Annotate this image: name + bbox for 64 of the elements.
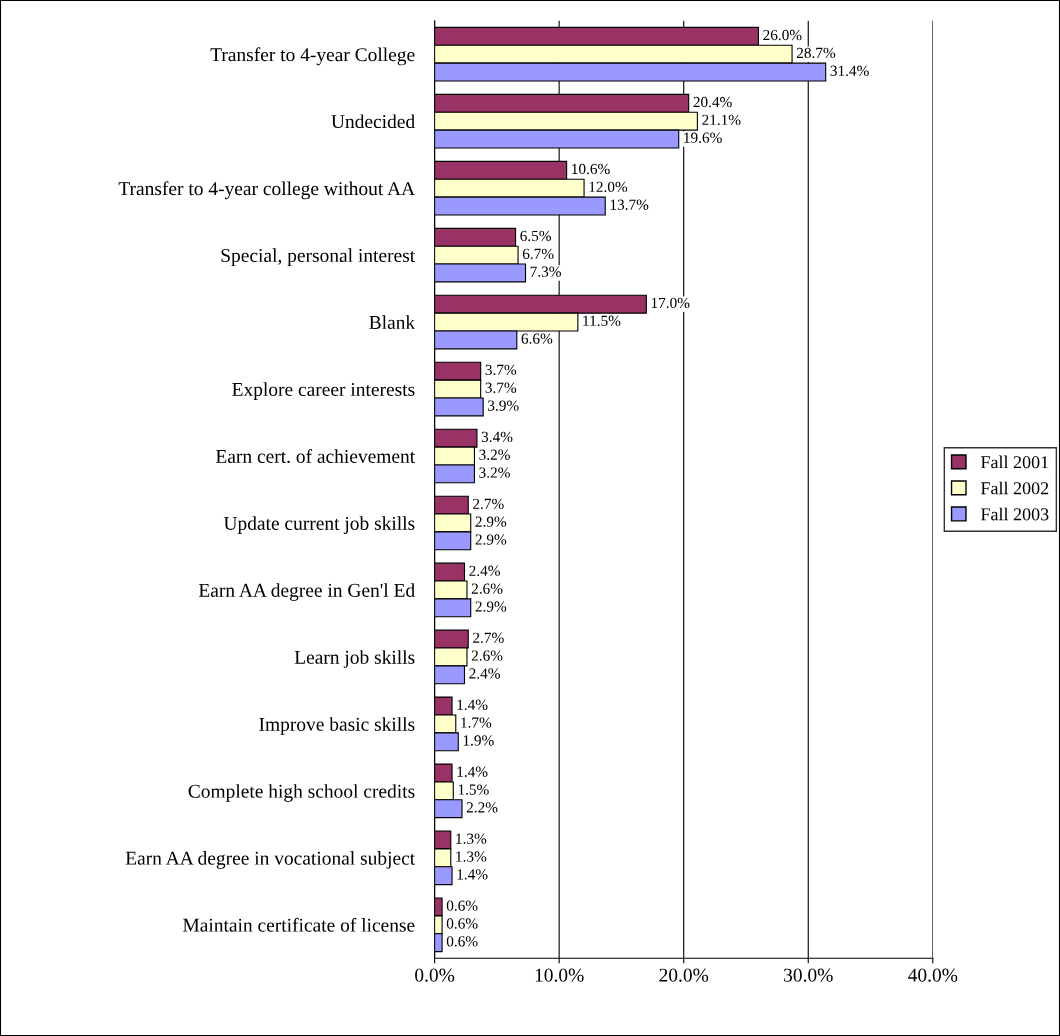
data-label: 6.5% — [520, 230, 552, 242]
data-label: 3.4% — [481, 431, 513, 443]
data-label: 6.7% — [522, 248, 554, 260]
data-label: 6.6% — [521, 333, 553, 344]
x-tick-label: 20.0% — [659, 968, 709, 982]
data-label: 21.1% — [702, 114, 741, 126]
data-label: 1.4% — [457, 699, 488, 710]
data-label: 3.9% — [488, 400, 519, 411]
data-label: 2.4% — [469, 565, 500, 576]
data-label: 0.6% — [446, 918, 478, 929]
y-tick-label: Complete high school credits — [188, 784, 415, 802]
legend-label: Fall 2002 — [980, 481, 1049, 495]
data-label: 28.7% — [796, 47, 836, 59]
x-tick-label: 0.0% — [415, 968, 455, 982]
y-tick-label: Maintain certificate of license — [183, 917, 415, 932]
data-label: 20.4% — [693, 96, 732, 108]
data-label: 1.3% — [456, 833, 487, 844]
data-label: 17.0% — [651, 297, 690, 309]
y-tick-label: Earn AA degree in Gen'l Ed — [198, 583, 415, 601]
data-label: 0.6% — [446, 936, 478, 947]
data-label: 1.9% — [463, 735, 494, 746]
data-label: 13.7% — [610, 199, 649, 210]
data-label: 0.6% — [446, 900, 478, 911]
data-label: 1.4% — [457, 869, 488, 880]
legend-label: Fall 2001 — [980, 455, 1049, 469]
data-label: 2.9% — [475, 534, 507, 545]
x-tick-label: 40.0% — [908, 968, 958, 982]
y-tick-label: Learn job skills — [294, 650, 415, 668]
data-label: 2.6% — [471, 650, 503, 661]
data-label: 19.6% — [684, 132, 722, 143]
data-label: 3.2% — [479, 449, 510, 460]
y-tick-label: Blank — [369, 315, 416, 330]
y-tick-label: Transfer to 4-year college without AA — [118, 181, 416, 200]
y-tick-label: Earn AA degree in vocational subject — [125, 851, 416, 869]
y-tick-label: Explore career interests — [232, 382, 415, 400]
x-tick-label: 30.0% — [784, 968, 833, 982]
data-label: 1.7% — [461, 717, 492, 728]
y-tick-label: Transfer to 4-year College — [210, 47, 415, 66]
data-label: 2.7% — [473, 632, 504, 643]
data-label: 2.9% — [475, 601, 507, 612]
y-tick-label: Undecided — [331, 114, 415, 129]
data-label: 2.4% — [469, 668, 500, 679]
data-label: 1.3% — [456, 851, 487, 862]
data-label: 11.5% — [583, 315, 621, 326]
data-label: 10.6% — [572, 163, 610, 175]
data-label: 7.3% — [530, 266, 561, 277]
y-tick-label: Special, personal interest — [221, 248, 416, 266]
x-tick-label: 10.0% — [535, 968, 584, 982]
data-label: 3.7% — [485, 364, 517, 376]
data-label: 3.7% — [485, 382, 517, 393]
y-tick-label: Earn cert. of achievement — [215, 449, 416, 464]
data-label: 1.4% — [457, 766, 488, 777]
y-tick-label: Improve basic skills — [259, 717, 415, 735]
y-tick-label: Update current job skills — [223, 516, 415, 534]
legend-label: Fall 2003 — [980, 507, 1049, 521]
data-label: 3.2% — [479, 467, 510, 478]
data-label: 2.9% — [475, 516, 507, 527]
data-label: 1.5% — [458, 784, 489, 795]
data-label: 26.0% — [763, 29, 802, 41]
data-label: 2.2% — [466, 802, 498, 813]
data-label: 2.6% — [471, 583, 503, 594]
data-label: 2.7% — [473, 498, 504, 510]
data-label: 31.4% — [830, 65, 869, 76]
data-label: 12.0% — [589, 181, 628, 193]
